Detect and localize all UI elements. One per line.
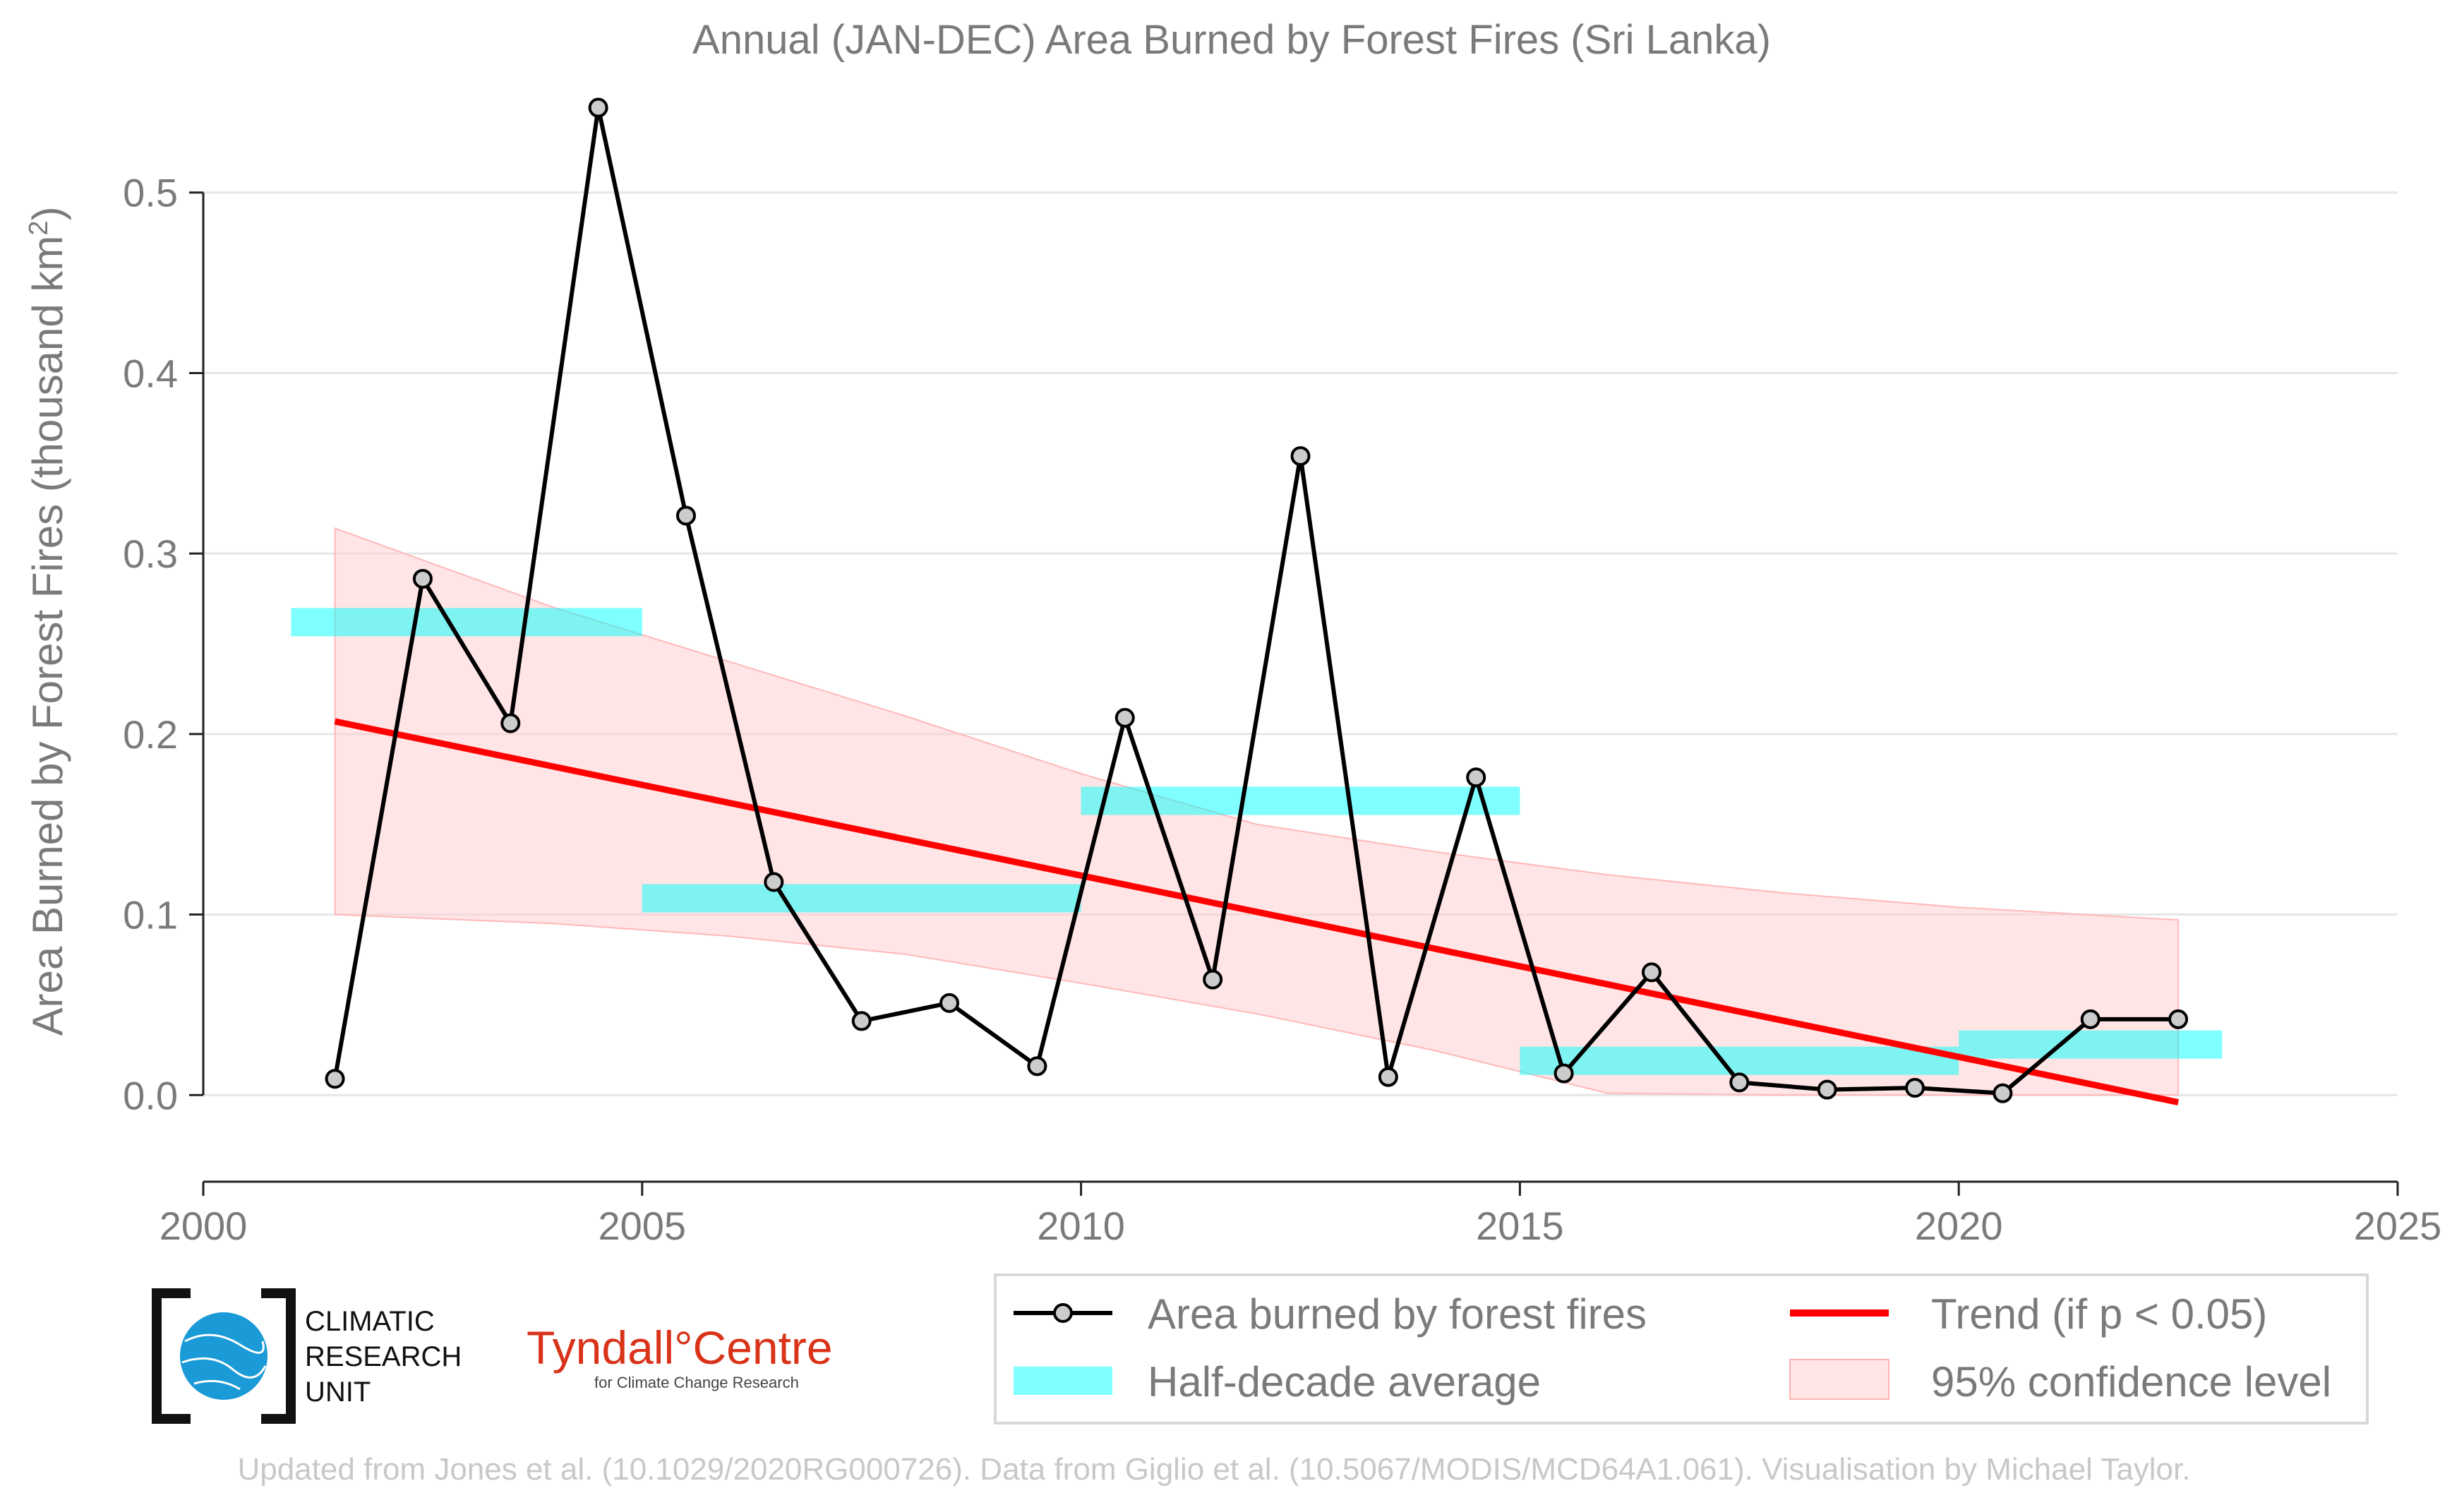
cru-logo: CLIMATIC RESEARCH UNIT <box>152 1288 462 1424</box>
data-point-2003.5 <box>500 713 521 733</box>
cru-globe-contour-icon <box>181 1333 267 1391</box>
data-point-2012.5 <box>1290 446 1311 467</box>
x-tick-label-5: 2025 <box>2354 1204 2442 1248</box>
data-point-2018.5 <box>1817 1079 1837 1100</box>
legend-label-trend: Trend (if p < 0.05) <box>1931 1290 2267 1338</box>
data-point-2014.5 <box>1466 767 1486 788</box>
y-tick-label-3: 0.3 <box>123 532 178 576</box>
y-tick-labels: 0.0 0.1 0.2 0.3 0.4 0.5 <box>123 171 178 1118</box>
x-tick-label-0: 2000 <box>160 1204 248 1248</box>
half-decade-bar-4 <box>1959 1030 2223 1059</box>
y-tick-label-2: 0.2 <box>123 712 178 757</box>
area-burned-line <box>332 105 2179 1096</box>
cru-logo-line-2: RESEARCH <box>305 1341 462 1372</box>
x-tick-label-4: 2020 <box>1915 1204 2003 1248</box>
chart-title: Annual (JAN-DEC) Area Burned by Forest F… <box>692 17 1771 63</box>
data-point-2002.5 <box>412 568 433 589</box>
y-axis-label: Area Burned by Forest Fires (thousand km… <box>24 207 71 1036</box>
data-point-2006.5 <box>764 872 784 892</box>
cru-globe-icon <box>180 1312 268 1400</box>
y-tick-label-1: 0.1 <box>123 893 178 937</box>
y-tick-label-0: 0.0 <box>123 1073 178 1117</box>
data-point-2019.5 <box>1905 1078 1925 1098</box>
y-axis-label-superscript: 2 <box>24 221 54 236</box>
data-point-2010.5 <box>1114 707 1135 728</box>
data-point-2021.5 <box>2080 1009 2101 1029</box>
half-decade-bar-1 <box>642 884 1081 913</box>
half-decade-average-layer <box>291 608 2223 1075</box>
x-tick-label-3: 2015 <box>1476 1204 1564 1248</box>
tyndall-logo-subtitle: for Climate Change Research <box>594 1374 799 1391</box>
y-axis-label-end: ) <box>24 207 71 221</box>
data-point-2009.5 <box>1027 1056 1047 1077</box>
data-point-2004.5 <box>588 97 608 118</box>
half-decade-bar-0 <box>291 608 642 637</box>
data-point-2008.5 <box>939 993 960 1013</box>
data-point-2020.5 <box>1993 1083 2013 1103</box>
data-point-2005.5 <box>675 505 696 526</box>
y-tick-label-5: 0.5 <box>123 171 178 215</box>
data-point-2007.5 <box>851 1011 872 1031</box>
data-point-2001.5 <box>325 1069 345 1089</box>
legend-swatch-half-decade <box>1014 1367 1112 1395</box>
data-point-2011.5 <box>1203 969 1223 990</box>
axes <box>189 191 2399 1196</box>
half-decade-bar-2 <box>1081 786 1520 815</box>
cru-logo-line-3: UNIT <box>305 1377 371 1408</box>
legend-label-half-decade: Half-decade average <box>1148 1358 1541 1405</box>
half-decade-bar-3 <box>1520 1046 1959 1075</box>
data-point-2022.5 <box>2168 1009 2189 1029</box>
footer-credit: Updated from Jones et al. (10.1029/2020R… <box>238 1452 2191 1487</box>
legend-swatch-confidence <box>1789 1359 1889 1400</box>
area-burned-series <box>325 97 2189 1103</box>
cru-logo-bracket-left <box>152 1288 191 1424</box>
data-point-2017.5 <box>1729 1072 1750 1093</box>
data-point-2015.5 <box>1553 1063 1574 1084</box>
confidence-band <box>334 527 2180 1096</box>
confidence-band-layer <box>334 527 2180 1096</box>
x-tick-label-2: 2010 <box>1037 1204 1125 1248</box>
tyndall-logo-title: Tyndall°Centre <box>527 1321 833 1374</box>
trend-line <box>334 718 2180 1105</box>
legend-label-area-burned: Area burned by forest fires <box>1148 1290 1647 1338</box>
legend-swatch-area-burned-marker <box>1053 1303 1073 1323</box>
data-point-2013.5 <box>1378 1067 1398 1087</box>
x-tick-labels: 2000 2005 2010 2015 2020 2025 <box>160 1204 2442 1248</box>
trend-layer <box>334 718 2180 1105</box>
cru-logo-bracket-right <box>261 1288 296 1424</box>
legend-frame <box>994 1273 2369 1425</box>
legend-label-confidence: 95% confidence level <box>1931 1358 2331 1405</box>
tyndall-logo: Tyndall°Centre for Climate Change Resear… <box>527 1321 833 1391</box>
y-tick-label-4: 0.4 <box>123 351 178 395</box>
x-tick-label-1: 2005 <box>599 1204 687 1248</box>
data-point-2016.5 <box>1641 962 1661 983</box>
y-axis-label-main: Area Burned by Forest Fires (thousand km <box>24 236 71 1036</box>
cru-logo-line-1: CLIMATIC <box>305 1306 435 1337</box>
legend: Area burned by forest fires Trend (if p … <box>994 1273 2369 1425</box>
